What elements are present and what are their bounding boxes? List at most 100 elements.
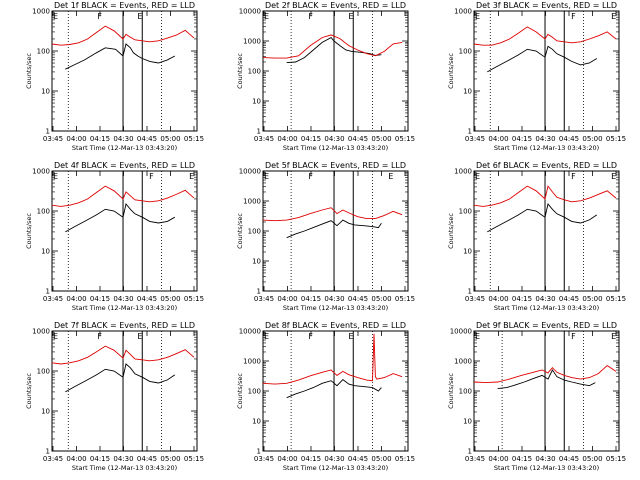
interval-label: E	[264, 12, 269, 21]
lld-series-line	[473, 26, 617, 46]
x-tick-label: 03:45	[254, 135, 274, 143]
x-tick-label: 05:00	[371, 295, 391, 303]
events-series-line	[65, 363, 176, 393]
y-tick-label: 100	[37, 368, 50, 376]
x-tick-label: 03:45	[465, 455, 485, 463]
chart-panel-2: Det 2f BLACK = Events, RED = LLD 1 10 100 10…	[236, 1, 415, 152]
interval-label: E	[53, 332, 58, 341]
x-tick-label: 05:00	[582, 135, 602, 143]
x-tick-label: 05:15	[395, 295, 415, 303]
x-tick-label: 04:15	[512, 295, 532, 303]
plot-frame	[262, 10, 409, 132]
interval-label: F	[308, 172, 313, 181]
y-tick-label: 10	[41, 408, 50, 416]
y-tick-label: 10	[41, 248, 50, 256]
y-axis-label: Counts/sec	[447, 53, 455, 89]
interval-label: E	[264, 172, 269, 181]
y-axis-label: Counts/sec	[25, 373, 33, 409]
x-tick-label: 04:30	[535, 295, 555, 303]
plot-frame	[51, 170, 198, 292]
x-tick-label: 04:15	[512, 455, 532, 463]
x-tick-label: 05:15	[606, 455, 626, 463]
x-tick-label: 05:00	[160, 455, 180, 463]
lld-series-line	[51, 185, 195, 207]
interval-label: F	[308, 12, 313, 21]
y-tick-label: 1	[46, 448, 50, 456]
x-tick-label: 04:45	[559, 295, 579, 303]
x-tick-label: 05:15	[184, 295, 204, 303]
x-tick-label: 04:45	[559, 135, 579, 143]
interval-label: E	[611, 172, 616, 181]
chart-title: Det 1f BLACK = Events, RED = LLD	[54, 1, 195, 10]
y-tick-label: 100	[248, 228, 261, 236]
chart-title: Det 7f BLACK = Events, RED = LLD	[54, 321, 195, 330]
x-tick-label: 05:15	[184, 455, 204, 463]
interval-label: F	[97, 332, 102, 341]
x-axis-label: Start Time (12-Mar-13 03:43:20)	[283, 304, 388, 312]
interval-label: E	[475, 332, 480, 341]
x-tick-label: 05:15	[395, 455, 415, 463]
x-tick-label: 04:00	[488, 295, 508, 303]
plot-frame	[51, 10, 198, 132]
x-tick-label: 03:45	[254, 295, 274, 303]
x-tick-label: 04:45	[559, 455, 579, 463]
x-tick-label: 05:00	[160, 295, 180, 303]
y-tick-label: 100	[248, 68, 261, 76]
interval-label: E	[137, 332, 142, 341]
y-tick-label: 100	[37, 208, 50, 216]
y-tick-label: 10000	[450, 328, 472, 336]
interval-label: F	[308, 332, 313, 341]
lld-series-line	[262, 207, 403, 222]
chart-title: Det 6f BLACK = Events, RED = LLD	[476, 161, 617, 170]
x-tick-label: 03:45	[43, 135, 63, 143]
x-tick-label: 04:00	[277, 295, 297, 303]
chart-panel-8: Det 8f BLACK = Events, RED = LLD 1 10 100 10…	[236, 321, 415, 472]
lld-series-line	[473, 365, 617, 384]
y-tick-label: 1	[46, 128, 50, 136]
chart-title: Det 9f BLACK = Events, RED = LLD	[476, 321, 617, 330]
y-tick-label: 10	[252, 98, 261, 106]
interval-label: F	[571, 172, 576, 181]
x-tick-label: 05:15	[184, 135, 204, 143]
interval-label: E	[53, 172, 58, 181]
x-tick-label: 04:30	[113, 135, 133, 143]
plot-frame	[473, 330, 620, 452]
x-tick-label: 04:30	[324, 135, 344, 143]
x-tick-label: 05:00	[582, 455, 602, 463]
y-tick-label: 10	[252, 418, 261, 426]
y-tick-label: 10000	[239, 168, 261, 176]
chart-panel-6: Det 6f BLACK = Events, RED = LLD 1 10 100 10…	[447, 161, 626, 312]
interval-label: E	[611, 332, 616, 341]
x-axis-label: Start Time (12-Mar-13 03:43:20)	[283, 464, 388, 472]
plot-frame	[473, 10, 620, 132]
x-tick-label: 04:00	[66, 135, 86, 143]
x-tick-label: 04:15	[301, 135, 321, 143]
interval-label: F	[97, 12, 102, 21]
interval-label: F	[571, 332, 576, 341]
y-tick-label: 1	[257, 128, 261, 136]
x-axis-label: Start Time (12-Mar-13 03:43:20)	[72, 304, 177, 312]
x-tick-label: 03:45	[465, 135, 485, 143]
chart-panel-5: Det 5f BLACK = Events, RED = LLD 1 10 100 10…	[236, 161, 415, 312]
y-tick-label: 10	[463, 88, 472, 96]
chart-panel-7: Det 7f BLACK = Events, RED = LLD 1 10 100 10…	[25, 321, 204, 472]
y-tick-label: 1000	[454, 358, 472, 366]
lld-series-line	[262, 333, 403, 385]
x-axis-label: Start Time (12-Mar-13 03:43:20)	[283, 144, 388, 152]
x-tick-label: 04:00	[66, 295, 86, 303]
y-tick-label: 100	[459, 388, 472, 396]
interval-label: E	[475, 172, 480, 181]
chart-title: Det 3f BLACK = Events, RED = LLD	[476, 1, 617, 10]
y-tick-label: 1000	[454, 8, 472, 16]
y-axis-label: Counts/sec	[25, 213, 33, 249]
y-tick-label: 1000	[243, 38, 261, 46]
x-tick-label: 04:30	[535, 135, 555, 143]
x-tick-label: 04:45	[137, 135, 157, 143]
x-tick-label: 04:00	[488, 135, 508, 143]
y-axis-label: Counts/sec	[236, 373, 244, 409]
events-series-line	[286, 219, 382, 239]
events-series-line	[497, 369, 596, 390]
x-tick-label: 04:15	[512, 135, 532, 143]
plot-frame	[262, 330, 409, 452]
